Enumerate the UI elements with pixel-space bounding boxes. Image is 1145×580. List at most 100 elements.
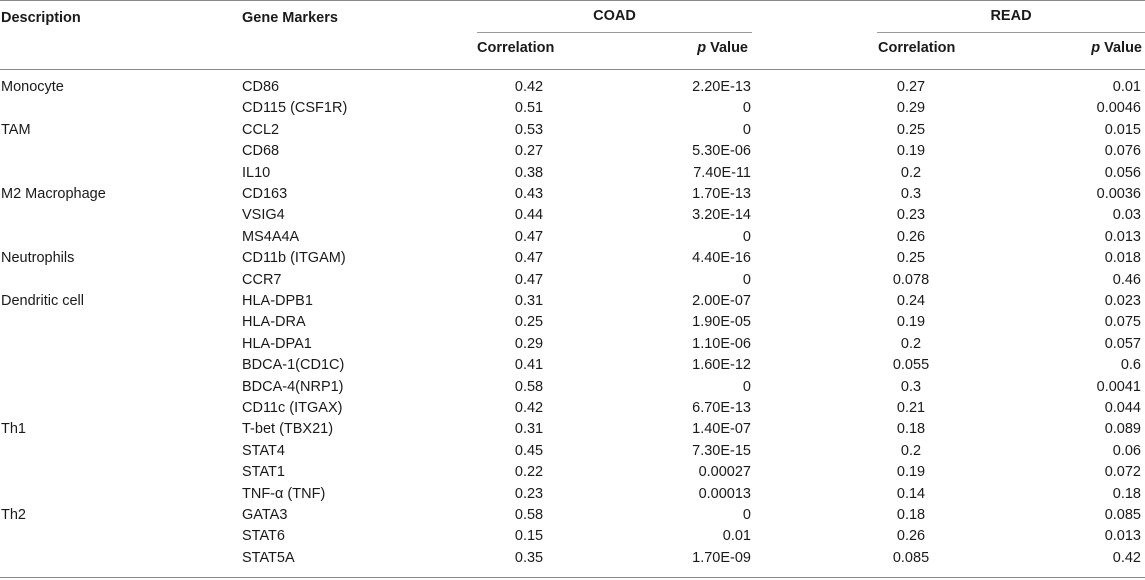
cell-description: TAM [1, 121, 31, 138]
cell-read-p-value: 0.42 [1112, 549, 1141, 566]
cell-coad-correlation: 0.45 [514, 442, 544, 459]
cell-gene-marker: IL10 [242, 164, 271, 181]
cell-coad-p-value: 1.90E-05 [692, 314, 751, 331]
cell-read-p-value: 0.057 [1104, 335, 1141, 352]
cell-coad-correlation: 0.31 [514, 293, 544, 309]
cell-coad-p-value: 1.70E-09 [692, 549, 751, 566]
cell-coad-correlation: 0.47 [514, 271, 544, 288]
cell-gene-marker: MS4A4A [242, 228, 300, 245]
cell-read-p-value: 0.044 [1104, 400, 1141, 416]
cell-coad-correlation: 0.42 [514, 79, 544, 95]
cell-read-p-value: 0.0046 [1096, 100, 1141, 117]
cell-read-correlation: 0.2 [900, 164, 922, 181]
cell-read-p-value: 0.03 [1112, 207, 1141, 224]
cell-read-p-value: 0.056 [1104, 164, 1141, 181]
cell-read-correlation: 0.2 [900, 335, 922, 352]
cell-gene-marker: CD11b (ITGAM) [242, 250, 346, 267]
cell-gene-marker: STAT5A [242, 549, 295, 566]
cell-read-p-value: 0.076 [1104, 143, 1141, 160]
cell-coad-p-value: 0.00027 [698, 464, 751, 481]
cell-coad-correlation: 0.22 [514, 464, 544, 481]
header-read-correlation: Correlation [878, 40, 956, 56]
cell-read-correlation: 0.23 [896, 207, 926, 224]
cell-coad-p-value: 5.30E-06 [692, 143, 751, 160]
cell-read-p-value: 0.015 [1104, 121, 1141, 138]
cell-gene-marker: HLA-DPA1 [242, 335, 312, 352]
cell-description: Th1 [1, 421, 26, 438]
cell-read-p-value: 0.013 [1104, 228, 1141, 245]
cell-gene-marker: CD163 [242, 186, 288, 202]
cell-coad-p-value: 0 [742, 507, 751, 523]
cell-coad-p-value: 0 [742, 271, 751, 288]
cell-gene-marker: CD11c (ITGAX) [242, 400, 343, 416]
cell-gene-marker: CCL2 [242, 121, 280, 138]
cell-coad-correlation: 0.23 [514, 485, 544, 502]
cell-read-correlation: 0.25 [896, 250, 926, 267]
cell-coad-correlation: 0.58 [514, 507, 544, 523]
cell-read-correlation: 0.2 [900, 442, 922, 459]
cell-read-correlation: 0.27 [896, 79, 926, 95]
header-coad-p-value: p Value [697, 40, 748, 56]
cell-gene-marker: HLA-DPB1 [242, 293, 313, 309]
cell-description: Dendritic cell [1, 293, 84, 309]
cell-coad-p-value: 3.20E-14 [692, 207, 751, 224]
cell-description: M2 Macrophage [1, 186, 106, 202]
cell-read-correlation: 0.085 [892, 549, 930, 566]
cell-coad-p-value: 0 [742, 378, 751, 395]
cell-coad-p-value: 2.00E-07 [692, 293, 751, 309]
cell-gene-marker: STAT6 [242, 528, 285, 545]
cell-read-correlation: 0.26 [896, 528, 926, 545]
cell-gene-marker: TNF-α (TNF) [242, 485, 326, 502]
cell-read-correlation: 0.078 [892, 271, 930, 288]
cell-gene-marker: CCR7 [242, 271, 282, 288]
cell-read-correlation: 0.29 [896, 100, 926, 117]
table-bottom-rule [0, 577, 1145, 578]
header-read: READ [990, 8, 1032, 24]
cell-read-p-value: 0.075 [1104, 314, 1141, 331]
cell-read-correlation: 0.19 [896, 314, 926, 331]
cell-read-correlation: 0.18 [896, 421, 926, 438]
cell-coad-p-value: 0 [742, 121, 751, 138]
cell-coad-correlation: 0.38 [514, 164, 544, 181]
cell-description: Neutrophils [1, 250, 75, 267]
header-description: Description [1, 10, 81, 26]
cell-coad-p-value: 0.00013 [698, 485, 751, 502]
table-top-rule [0, 0, 1145, 1]
cell-read-correlation: 0.3 [900, 378, 922, 395]
header-gene-markers: Gene Markers [242, 10, 338, 26]
cell-read-correlation: 0.19 [896, 464, 926, 481]
cell-coad-correlation: 0.47 [514, 250, 544, 267]
cell-read-correlation: 0.24 [896, 293, 926, 309]
cell-description: Monocyte [1, 79, 64, 95]
cell-coad-p-value: 7.30E-15 [692, 442, 751, 459]
cell-read-p-value: 0.18 [1112, 485, 1141, 502]
cell-read-p-value: 0.6 [1120, 357, 1141, 374]
cell-read-p-value: 0.072 [1104, 464, 1141, 481]
cell-read-p-value: 0.013 [1104, 528, 1141, 545]
cell-coad-correlation: 0.25 [514, 314, 544, 331]
cell-coad-correlation: 0.15 [514, 528, 544, 545]
cell-read-p-value: 0.085 [1104, 507, 1141, 523]
cell-description: Th2 [1, 507, 26, 523]
cell-coad-correlation: 0.31 [514, 421, 544, 438]
cell-gene-marker: BDCA-4(NRP1) [242, 378, 344, 395]
cell-coad-p-value: 0 [742, 100, 751, 117]
cell-read-p-value: 0.089 [1104, 421, 1141, 438]
cell-read-p-value: 0.01 [1112, 79, 1141, 95]
cell-coad-correlation: 0.29 [514, 335, 544, 352]
cell-gene-marker: STAT1 [242, 464, 285, 481]
cell-coad-p-value: 0 [742, 228, 751, 245]
header-bottom-rule [0, 69, 1145, 70]
header-read-p-value: p Value [1091, 40, 1142, 56]
cell-read-correlation: 0.055 [892, 357, 930, 374]
cell-read-correlation: 0.26 [896, 228, 926, 245]
cell-coad-correlation: 0.27 [514, 143, 544, 160]
header-coad: COAD [593, 8, 636, 24]
cell-gene-marker: CD86 [242, 79, 280, 95]
cell-read-p-value: 0.018 [1104, 250, 1141, 267]
cell-gene-marker: GATA3 [242, 507, 288, 523]
cell-coad-correlation: 0.42 [514, 400, 544, 416]
cell-coad-p-value: 1.70E-13 [692, 186, 751, 202]
cell-coad-correlation: 0.47 [514, 228, 544, 245]
cell-gene-marker: BDCA-1(CD1C) [242, 357, 345, 374]
